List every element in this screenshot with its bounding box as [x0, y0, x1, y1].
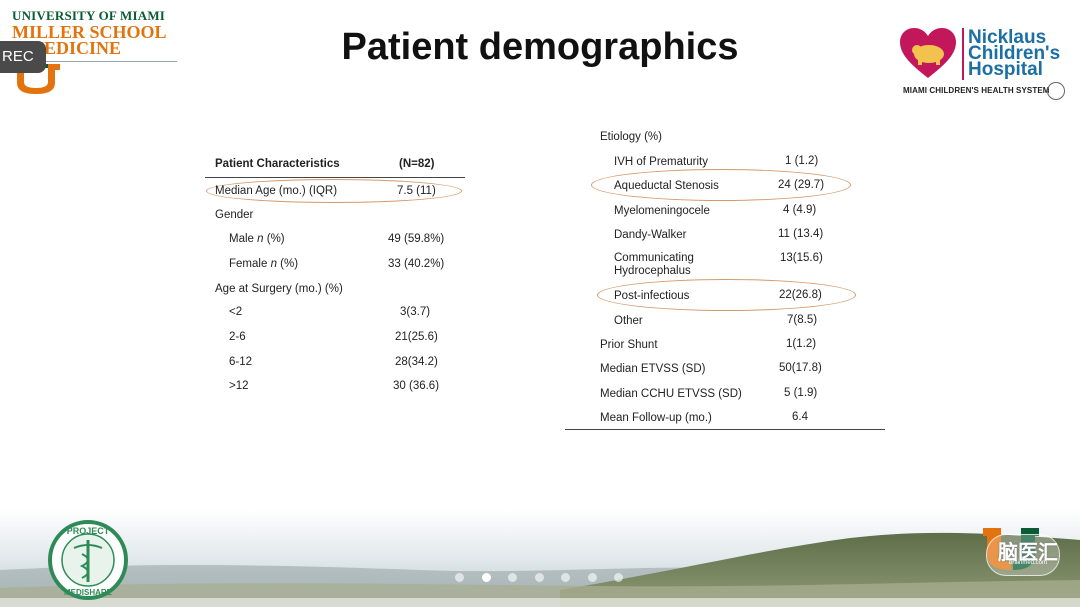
- right-row-value: 24 (29.7): [778, 179, 825, 191]
- left-row-label: Median Age (mo.) (IQR): [215, 185, 338, 197]
- slide-dot[interactable]: [534, 573, 544, 582]
- watermark-text: 脑医汇: [998, 542, 1058, 564]
- slide-dot[interactable]: [455, 573, 464, 582]
- right-row-value: 4 (4.9): [783, 204, 817, 216]
- left-row-label: 2-6: [229, 331, 246, 343]
- um-logo-line2: MILLER SCHOOL: [12, 22, 167, 42]
- left-row-value: 21(25.6): [395, 331, 438, 343]
- right-row-value: 7(8.5): [787, 314, 818, 326]
- left-row-label: Male n (%): [229, 233, 285, 245]
- project-medishare-line2: MEDISHARE: [64, 588, 113, 597]
- slide-dot[interactable]: [614, 573, 623, 582]
- project-medishare-logo-icon: PROJECT MEDISHARE: [48, 520, 128, 600]
- nicklaus-logo-line2: Children's: [968, 43, 1061, 64]
- right-row-label: Dandy-Walker: [614, 229, 687, 241]
- project-medishare-line1: PROJECT: [67, 526, 110, 536]
- left-row-value: 49 (59.8%): [388, 233, 445, 245]
- right-row-value: 13(15.6): [780, 252, 823, 264]
- rec-indicator[interactable]: REC: [0, 41, 46, 73]
- highlight-oval-post-infectious: [597, 279, 856, 311]
- right-row-label: Etiology (%): [600, 131, 662, 143]
- left-row-label: <2: [229, 306, 243, 318]
- um-logo-line1: UNIVERSITY OF MIAMI: [12, 8, 166, 23]
- left-row-label: >12: [229, 380, 249, 392]
- left-row-label: Gender: [215, 209, 254, 221]
- left-row-value: 30 (36.6): [393, 380, 440, 392]
- right-row-label: Aqueductal Stenosis: [614, 180, 719, 192]
- watermark-subtext: brainmed.com: [1009, 560, 1048, 566]
- left-row-value: 33 (40.2%): [388, 258, 445, 270]
- landscape-banner: [0, 510, 1080, 607]
- nicklaus-logo-divider: [962, 28, 964, 80]
- highlight-oval-median-age: [206, 179, 462, 203]
- page-title: Patient demographics: [341, 26, 739, 68]
- right-row-label: Prior Shunt: [600, 339, 658, 351]
- right-row-label: Mean Follow-up (mo.): [600, 412, 712, 424]
- left-row-label: 6-12: [229, 356, 253, 368]
- right-row-label: Post-infectious: [614, 290, 690, 302]
- left-row-label: Age at Surgery (mo.) (%): [215, 283, 343, 295]
- right-row-value: 1 (1.2): [785, 155, 819, 167]
- watermark-badge: [986, 534, 1060, 576]
- um-logo-line3: MEDICINE: [27, 38, 122, 58]
- right-row-label: Other: [614, 315, 643, 327]
- right-row-label: Communicating: [614, 252, 694, 264]
- left-table-header-rule: [205, 177, 465, 178]
- left-row-value: 28(34.2): [395, 356, 438, 368]
- right-row-label-line2: Hydrocephalus: [614, 265, 691, 277]
- right-row-value: 6.4: [792, 411, 808, 423]
- slide-dot[interactable]: [481, 573, 491, 582]
- right-row-value: 11 (13.4): [778, 228, 824, 240]
- slide-dot[interactable]: [508, 573, 517, 582]
- right-row-label: Median ETVSS (SD): [600, 363, 706, 375]
- right-row-label: Myelomeningocele: [614, 205, 710, 217]
- left-row-value: 3(3.7): [400, 306, 431, 318]
- um-logo-divider: [12, 61, 177, 62]
- right-row-label: Median CCHU ETVSS (SD): [600, 388, 742, 400]
- right-row-label: IVH of Prematurity: [614, 156, 708, 168]
- right-row-value: 22(26.8): [779, 289, 822, 301]
- slide-dot[interactable]: [561, 573, 570, 582]
- slide-dot[interactable]: [587, 573, 597, 582]
- right-row-value: 50(17.8): [779, 362, 822, 374]
- left-row-label: Female n (%): [229, 258, 299, 270]
- left-table-header-label: Patient Characteristics: [215, 158, 340, 170]
- right-row-value: 1(1.2): [786, 338, 817, 350]
- seal-icon: [1047, 82, 1065, 100]
- nicklaus-logo-line3: Hospital: [968, 59, 1043, 80]
- highlight-oval-aqueductal-stenosis: [591, 169, 851, 201]
- nicklaus-logo-subtitle: MIAMI CHILDREN'S HEALTH SYSTEM: [903, 86, 1050, 95]
- nicklaus-logo-line1: Nicklaus: [968, 27, 1047, 48]
- left-table-header-value: (N=82): [399, 158, 435, 170]
- left-row-value: 7.5 (11): [397, 185, 436, 197]
- right-table-bottom-rule: [565, 429, 885, 430]
- nicklaus-bear-heart-icon: [900, 28, 956, 78]
- right-row-value: 5 (1.9): [784, 387, 818, 399]
